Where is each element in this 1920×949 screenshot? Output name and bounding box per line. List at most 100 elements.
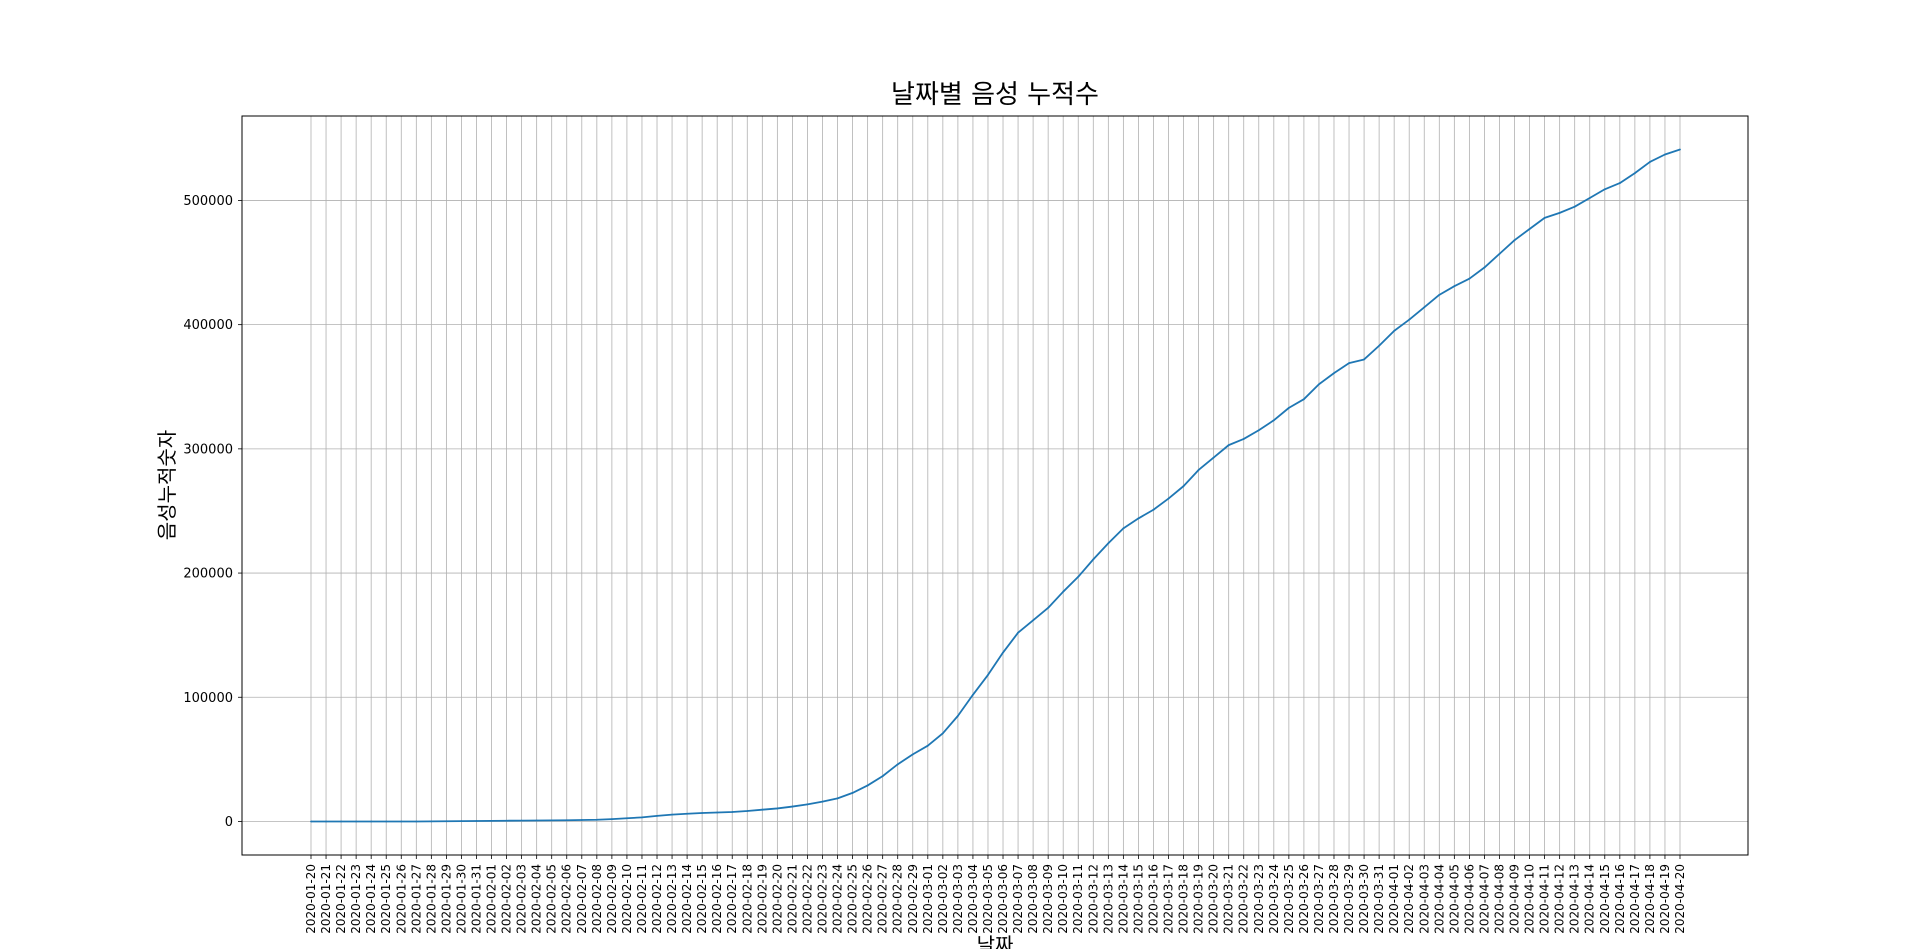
data-point bbox=[1513, 239, 1516, 242]
series-line bbox=[311, 148, 1681, 823]
data-point bbox=[385, 820, 388, 823]
data-point bbox=[1272, 419, 1275, 422]
data-point bbox=[1423, 306, 1426, 309]
data-point bbox=[1197, 469, 1200, 471]
x-tick-label: 2020-04-09 bbox=[1508, 864, 1522, 934]
x-tick-label: 2020-03-12 bbox=[1086, 864, 1100, 934]
data-point bbox=[1408, 318, 1411, 321]
x-tick-label: 2020-03-19 bbox=[1192, 864, 1206, 934]
x-tick-label: 2020-03-11 bbox=[1071, 864, 1085, 934]
data-point bbox=[956, 714, 959, 717]
x-tick-label: 2020-02-24 bbox=[831, 864, 845, 934]
data-point bbox=[460, 820, 463, 822]
x-tick-label: 2020-04-08 bbox=[1492, 864, 1506, 934]
data-point bbox=[1287, 406, 1290, 409]
x-tick-label: 2020-03-20 bbox=[1207, 864, 1221, 934]
x-tick-label: 2020-02-21 bbox=[785, 864, 799, 934]
x-tick-label: 2020-03-30 bbox=[1357, 864, 1371, 934]
data-point bbox=[1137, 517, 1140, 520]
data-point bbox=[565, 819, 568, 822]
data-point bbox=[445, 820, 448, 823]
data-point bbox=[1062, 590, 1065, 593]
x-tick-label: 2020-01-25 bbox=[379, 864, 393, 934]
data-point bbox=[1032, 619, 1035, 622]
data-point bbox=[686, 812, 688, 815]
x-tick-label: 2020-02-23 bbox=[815, 864, 829, 934]
data-point bbox=[1498, 252, 1501, 255]
data-point bbox=[1573, 205, 1576, 208]
data-point bbox=[746, 810, 749, 812]
x-tick-label: 2020-03-28 bbox=[1327, 864, 1341, 934]
x-tick-label: 2020-02-28 bbox=[891, 864, 905, 934]
data-point bbox=[1318, 383, 1320, 386]
data-point bbox=[1303, 398, 1305, 401]
data-point bbox=[490, 819, 493, 822]
data-point bbox=[972, 693, 974, 696]
y-tick-label: 0 bbox=[225, 815, 233, 830]
data-point bbox=[520, 819, 523, 822]
x-tick-label: 2020-04-19 bbox=[1658, 864, 1672, 934]
data-point bbox=[340, 820, 342, 823]
data-point bbox=[355, 820, 358, 823]
chart-title: 날짜별 음성 누적수 bbox=[891, 80, 1099, 110]
x-tick-label: 2020-02-27 bbox=[876, 864, 890, 934]
data-point bbox=[310, 820, 312, 823]
x-tick-label: 2020-02-25 bbox=[846, 864, 860, 934]
x-tick-label: 2020-01-31 bbox=[469, 864, 483, 934]
data-point bbox=[716, 811, 719, 814]
x-tick-label: 2020-02-19 bbox=[755, 864, 769, 934]
x-tick-label: 2020-02-15 bbox=[695, 864, 709, 934]
data-point bbox=[1649, 161, 1651, 163]
x-tick-label: 2020-03-10 bbox=[1056, 864, 1070, 934]
x-tick-label: 2020-01-23 bbox=[349, 864, 363, 934]
x-tick-label: 2020-02-02 bbox=[500, 864, 514, 934]
x-tick-label: 2020-01-22 bbox=[334, 864, 348, 934]
data-point bbox=[535, 819, 538, 822]
data-point bbox=[1257, 429, 1260, 432]
data-point bbox=[821, 800, 824, 803]
data-point bbox=[1242, 438, 1245, 440]
x-tick-label: 2020-03-14 bbox=[1116, 864, 1130, 934]
data-point bbox=[926, 744, 929, 747]
x-tick-label: 2020-03-17 bbox=[1162, 864, 1176, 934]
x-tick-label: 2020-03-01 bbox=[921, 864, 935, 934]
data-point bbox=[1212, 456, 1215, 459]
x-tick-label: 2020-02-14 bbox=[680, 864, 694, 934]
x-tick-label: 2020-01-27 bbox=[409, 864, 423, 934]
data-point bbox=[505, 819, 508, 822]
data-point bbox=[1633, 172, 1636, 175]
data-point bbox=[1603, 188, 1606, 191]
x-tick-label: 2020-03-15 bbox=[1131, 864, 1145, 934]
x-tick-label: 2020-02-07 bbox=[575, 864, 589, 934]
data-point bbox=[881, 775, 884, 778]
data-point bbox=[866, 784, 869, 787]
x-tick-label: 2020-02-22 bbox=[800, 864, 814, 934]
series-group bbox=[310, 148, 1681, 823]
x-tick-label: 2020-03-04 bbox=[966, 864, 980, 934]
data-point bbox=[776, 807, 779, 810]
grid bbox=[242, 116, 1748, 855]
x-tick-label: 2020-04-14 bbox=[1583, 864, 1597, 934]
x-tick-label: 2020-02-05 bbox=[545, 864, 559, 934]
x-tick-label: 2020-03-09 bbox=[1041, 864, 1055, 934]
x-tick-label: 2020-03-03 bbox=[951, 864, 965, 934]
x-tick-label: 2020-02-01 bbox=[485, 864, 499, 934]
x-tick-label: 2020-04-05 bbox=[1447, 864, 1461, 934]
x-tick-label: 2020-02-06 bbox=[560, 864, 574, 934]
x-tick-label: 2020-03-02 bbox=[936, 864, 950, 934]
data-point bbox=[791, 805, 794, 808]
data-point bbox=[1107, 542, 1110, 545]
data-point bbox=[987, 674, 989, 676]
x-axis-ticks: 2020-01-20 2020-01-21 2020-01-22 2020-01-23… bbox=[304, 855, 1687, 934]
data-point bbox=[1348, 362, 1350, 365]
data-point bbox=[1393, 329, 1396, 332]
data-point bbox=[1468, 277, 1471, 280]
data-point bbox=[896, 763, 899, 766]
x-tick-label: 2020-04-01 bbox=[1387, 864, 1401, 934]
data-point bbox=[1092, 558, 1095, 561]
data-point bbox=[1483, 266, 1486, 269]
x-tick-label: 2020-04-10 bbox=[1523, 864, 1537, 934]
y-axis-ticks: 0 100000 200000 300000 400000 500000 bbox=[183, 194, 242, 830]
x-tick-label: 2020-02-26 bbox=[861, 864, 875, 934]
x-tick-label: 2020-04-07 bbox=[1477, 864, 1491, 934]
